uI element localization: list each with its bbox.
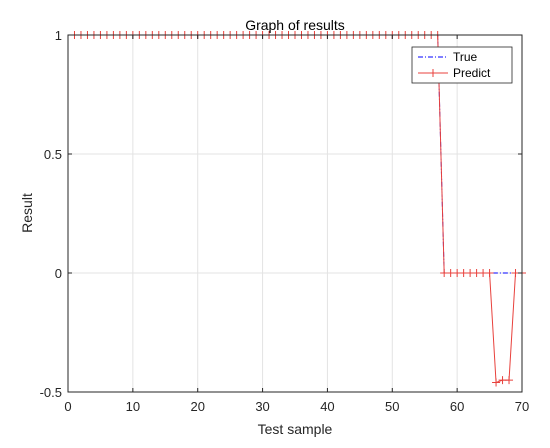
legend-marker-predict [429,69,437,77]
legend: True Predict [411,46,513,84]
data-point-predict [505,376,514,385]
x-tick-label: 30 [255,399,269,414]
y-tick-label: 0.5 [44,147,62,162]
x-tick-label: 50 [385,399,399,414]
legend-box [411,46,513,84]
x-tick-label: 0 [64,399,71,414]
y-tick-label: 1 [55,28,62,43]
y-tick-label: 0 [55,266,62,281]
x-tick-label: 10 [126,399,140,414]
axis-ticks: 0 10 20 30 40 50 60 70-0.500.51 [40,28,530,414]
x-tick-label: 40 [320,399,334,414]
y-tick-label: -0.5 [40,385,62,400]
x-tick-label: 60 [450,399,464,414]
x-tick-label: 20 [190,399,204,414]
data-point-predict [485,269,494,277]
plot-background [68,35,522,392]
data-point-predict [492,378,501,387]
legend-label-predict: Predict [453,66,491,80]
chart-title: Graph of results [245,17,345,33]
x-tick-label: 70 [515,399,529,414]
x-axis-title: Test sample [258,421,333,437]
plot-frame [67,34,523,393]
legend-label-true: True [453,50,478,64]
y-axis-title: Result [19,193,35,233]
